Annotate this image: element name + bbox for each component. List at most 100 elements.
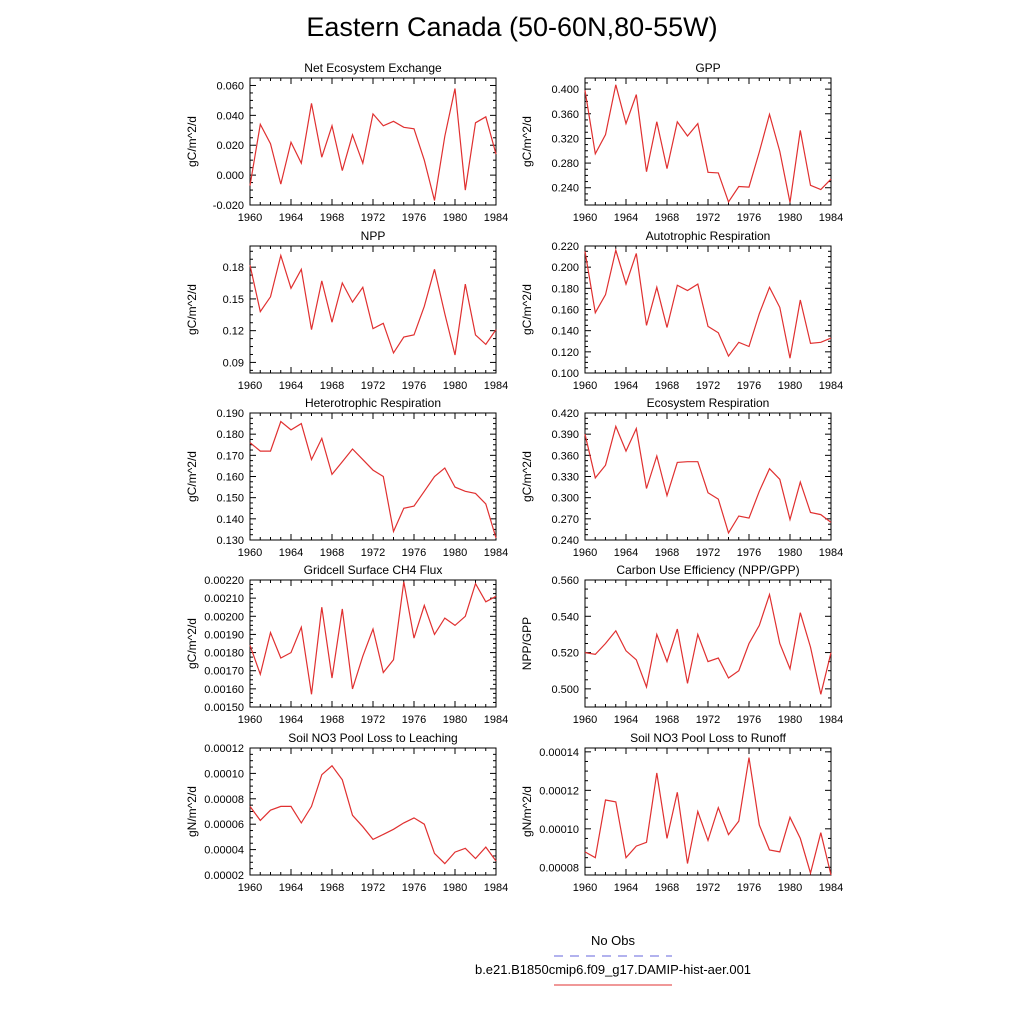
- panel-title: Soil NO3 Pool Loss to Leaching: [288, 731, 457, 745]
- series-line: [584, 424, 832, 535]
- y-tick-label: 0.100: [551, 368, 579, 380]
- x-tick-label: 1964: [614, 882, 638, 894]
- x-tick-label: 1972: [696, 380, 720, 392]
- x-tick-label: 1976: [402, 380, 426, 392]
- y-tick-label: 0.500: [551, 684, 579, 696]
- x-tick-label: 1968: [655, 882, 679, 894]
- y-tick-label: 0.400: [551, 84, 579, 96]
- y-tick-label: 0.560: [551, 575, 579, 587]
- panel-4: Autotrophic Respiration gC/m^2/d 1960 1964 1…: [520, 229, 843, 392]
- x-tick-label: 1976: [737, 547, 761, 559]
- series-line: [584, 592, 832, 695]
- plot-frame: [249, 747, 497, 876]
- plot-frame: [584, 412, 832, 541]
- plot-frame: [249, 245, 497, 374]
- y-tick-label: 0.420: [551, 408, 579, 420]
- x-tick-label: 1964: [279, 547, 303, 559]
- x-tick-label: 1960: [238, 212, 262, 224]
- x-tick-label: 1972: [361, 547, 385, 559]
- x-tick-label: 1960: [573, 714, 597, 726]
- y-tick-label: 0.360: [551, 109, 579, 121]
- x-tick-label: 1976: [737, 882, 761, 894]
- x-tick-label: 1960: [238, 882, 262, 894]
- x-tick-label: 1976: [737, 714, 761, 726]
- legend-label-no-obs: No Obs: [590, 933, 636, 948]
- y-tick-label: 0.00008: [539, 862, 579, 874]
- y-tick-label: 0.00012: [539, 785, 579, 797]
- y-tick-label: 0.00180: [204, 648, 244, 660]
- y-tick-label: 0.190: [216, 408, 244, 420]
- y-tick-label: 0.140: [216, 514, 244, 526]
- panel-7: Gridcell Surface CH4 Flux gC/m^2/d 1960 196…: [185, 563, 508, 726]
- x-tick-label: 1960: [238, 714, 262, 726]
- y-tick-label: 0.360: [551, 450, 579, 462]
- series-line: [249, 420, 497, 539]
- y-tick-label: 0.270: [551, 514, 579, 526]
- x-tick-label: 1980: [443, 714, 467, 726]
- x-tick-label: 1984: [819, 714, 843, 726]
- x-tick-label: 1960: [573, 380, 597, 392]
- x-tick-label: 1980: [778, 380, 802, 392]
- x-tick-label: 1972: [361, 882, 385, 894]
- y-axis-label: gC/m^2/d: [185, 451, 199, 502]
- x-tick-label: 1960: [573, 882, 597, 894]
- y-tick-label: -0.020: [213, 200, 244, 212]
- x-tick-label: 1984: [484, 882, 508, 894]
- series-line: [249, 253, 497, 356]
- y-tick-label: 0.140: [551, 326, 579, 338]
- x-tick-label: 1972: [696, 882, 720, 894]
- x-tick-label: 1980: [443, 212, 467, 224]
- y-axis-label: NPP/GPP: [520, 617, 534, 670]
- x-tick-label: 1980: [443, 882, 467, 894]
- panel-title: NPP: [361, 229, 386, 243]
- y-axis-label: gN/m^2/d: [520, 786, 534, 837]
- y-tick-label: 0.00002: [204, 870, 244, 882]
- series-line: [584, 757, 832, 876]
- x-tick-label: 1984: [819, 380, 843, 392]
- x-tick-label: 1976: [402, 714, 426, 726]
- y-tick-label: 0.150: [216, 493, 244, 505]
- x-tick-label: 1964: [279, 212, 303, 224]
- x-tick-label: 1968: [320, 212, 344, 224]
- x-tick-label: 1972: [696, 547, 720, 559]
- y-tick-label: 0.00008: [204, 794, 244, 806]
- plot-frame: [249, 412, 497, 541]
- y-tick-label: 0.220: [551, 241, 579, 253]
- legend-label-model-run: b.e21.B1850cmip6.f09_g17.DAMIP-hist-aer.…: [474, 962, 752, 977]
- x-tick-label: 1964: [614, 547, 638, 559]
- x-tick-label: 1984: [484, 212, 508, 224]
- y-tick-label: 0.200: [551, 262, 579, 274]
- panel-title: Heterotrophic Respiration: [305, 396, 441, 410]
- x-tick-label: 1972: [361, 714, 385, 726]
- y-tick-label: 0.15: [223, 294, 244, 306]
- x-tick-label: 1984: [819, 212, 843, 224]
- x-tick-label: 1972: [696, 714, 720, 726]
- y-tick-label: 0.390: [551, 429, 579, 441]
- x-tick-label: 1968: [320, 547, 344, 559]
- panel-9: Soil NO3 Pool Loss to Leaching gN/m^2/d 19…: [185, 731, 508, 894]
- y-tick-label: 0.00004: [204, 845, 244, 857]
- y-tick-label: 0.320: [551, 133, 579, 145]
- y-tick-label: 0.00170: [204, 666, 244, 678]
- y-tick-label: 0.060: [216, 80, 244, 92]
- y-tick-label: 0.00006: [204, 819, 244, 831]
- plot-frame: [584, 747, 832, 876]
- x-tick-label: 1980: [443, 380, 467, 392]
- panel-3: NPP gC/m^2/d 1960 1964 1968 1972 1976 1980 1984 0…: [185, 229, 508, 392]
- x-tick-label: 1972: [361, 380, 385, 392]
- x-tick-label: 1964: [279, 882, 303, 894]
- x-tick-label: 1984: [819, 882, 843, 894]
- y-tick-label: 0.300: [551, 493, 579, 505]
- x-tick-label: 1980: [443, 547, 467, 559]
- y-tick-label: 0.240: [551, 183, 579, 195]
- x-tick-label: 1976: [737, 212, 761, 224]
- x-tick-label: 1980: [778, 882, 802, 894]
- y-tick-label: 0.160: [551, 305, 579, 317]
- x-tick-label: 1976: [402, 212, 426, 224]
- x-tick-label: 1980: [778, 212, 802, 224]
- x-tick-label: 1976: [402, 547, 426, 559]
- x-tick-label: 1984: [484, 380, 508, 392]
- series-line: [584, 247, 832, 359]
- x-tick-label: 1972: [696, 212, 720, 224]
